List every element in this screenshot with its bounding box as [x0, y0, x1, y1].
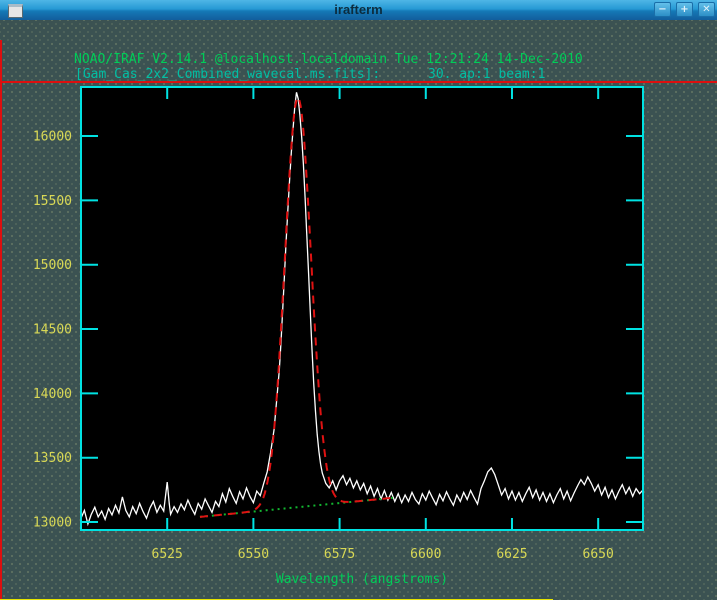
x-tick-label: 6525	[152, 547, 183, 562]
fits-filename: [Gam_Cas_2x2_Combined_wavecal.ms.fits]:	[75, 68, 380, 81]
window-title: irafterm	[0, 2, 717, 17]
iraf-version-banner: NOAO/IRAF V2.14.1 @localhost.localdomain…	[74, 53, 583, 66]
y-tick-label: 13500	[33, 451, 72, 466]
titlebar[interactable]: irafterm − + ✕	[0, 0, 717, 20]
irafterm-window: irafterm − + ✕ 6525 6550 6575 6600 6625 6650 1…	[0, 0, 717, 600]
spectrum-plot: 6525 6550 6575 6600 6625 6650 13000 13500 14000 1…	[0, 20, 717, 600]
y-tick-label: 14000	[33, 387, 72, 402]
y-tick-label: 15500	[33, 194, 72, 209]
graphics-area[interactable]: 6525 6550 6575 6600 6625 6650 13000 13500 14000 1…	[0, 20, 717, 600]
plot-background	[81, 87, 643, 530]
aperture-info: 30. ap:1 beam:1	[428, 68, 545, 81]
maximize-button[interactable]: +	[676, 2, 693, 17]
x-tick-label: 6625	[496, 547, 527, 562]
y-tick-label: 14500	[33, 323, 72, 338]
x-tick-label: 6600	[410, 547, 441, 562]
x-tick-label: 6650	[583, 547, 614, 562]
x-axis-label: Wavelength (angstroms)	[276, 572, 448, 587]
x-tick-label: 6575	[324, 547, 355, 562]
x-tick-label: 6550	[238, 547, 269, 562]
y-tick-label: 13000	[33, 516, 72, 531]
close-button[interactable]: ✕	[698, 2, 715, 17]
y-tick-label: 15000	[33, 258, 72, 273]
y-tick-label: 16000	[33, 130, 72, 145]
frame-left-border	[0, 40, 2, 600]
minimize-button[interactable]: −	[654, 2, 671, 17]
